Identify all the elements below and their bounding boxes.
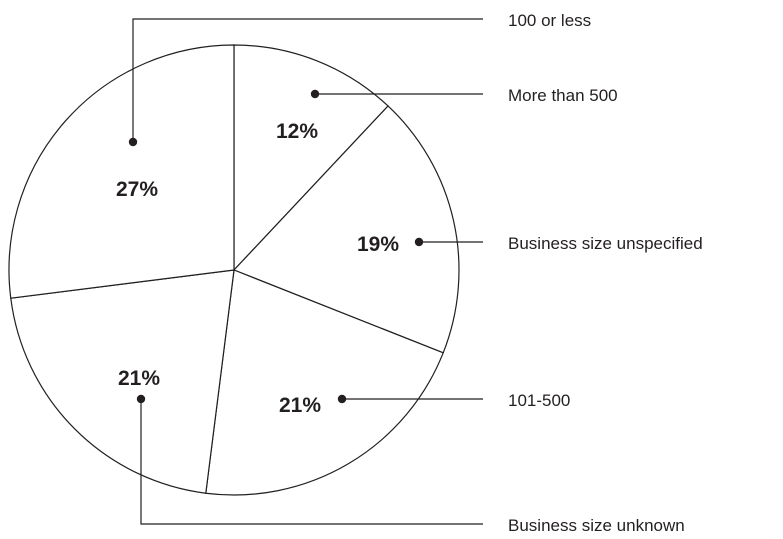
percent-label-more-than-500: 12% (276, 120, 318, 143)
category-label-business-size-unspecified: Business size unspecified (508, 234, 703, 253)
pie-slice-business-size-unknown (10, 269, 235, 494)
category-labels: More than 500 Business size unspecified 10… (508, 11, 703, 535)
pie-slice-101-500 (205, 269, 444, 496)
category-label-101-500: 101-500 (508, 391, 570, 410)
pie-slices (8, 44, 460, 496)
leader-dot-business-size-unknown (136, 394, 146, 404)
percent-label-100-or-less: 27% (116, 178, 158, 201)
percent-label-business-size-unknown: 21% (118, 367, 160, 390)
category-label-100-or-less: 100 or less (508, 11, 591, 30)
pie-slice-100-or-less (8, 44, 235, 299)
leader-dot-business-size-unspecified (414, 237, 424, 247)
pie-slice-more-than-500 (233, 44, 389, 272)
percent-label-101-500: 21% (279, 394, 321, 417)
callout-leaders (128, 18, 483, 525)
pie-slice-business-size-unspecified (232, 105, 460, 354)
percent-labels: 12% 19% 21% 21% 27% (116, 120, 399, 417)
leader-dot-more-than-500 (310, 89, 320, 99)
leader-line-business-size-unknown (140, 399, 483, 525)
leader-dot-100-or-less (128, 137, 138, 147)
leader-line-100-or-less (132, 18, 483, 142)
category-label-business-size-unknown: Business size unknown (508, 516, 685, 535)
percent-label-business-size-unspecified: 19% (357, 233, 399, 256)
leader-dot-101-500 (337, 394, 347, 404)
category-label-more-than-500: More than 500 (508, 86, 618, 105)
